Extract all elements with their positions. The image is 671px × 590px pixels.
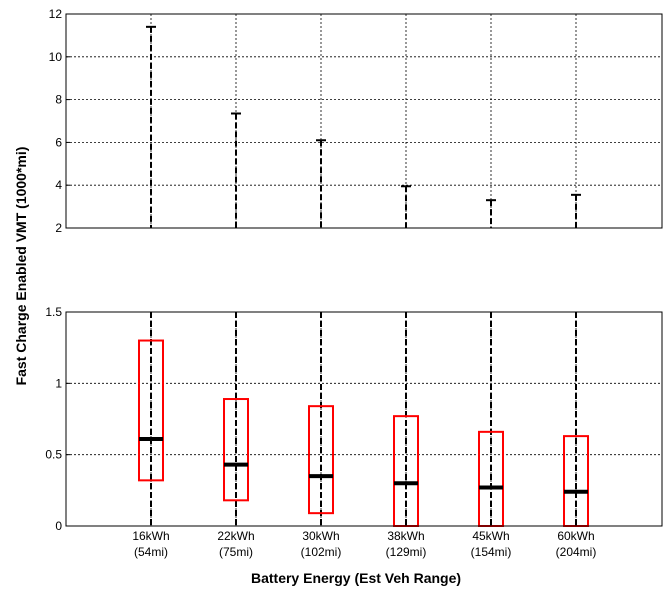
x-tick-label-range: (54mi) [134, 545, 168, 559]
lower-panel-boxes [138, 312, 589, 527]
x-tick-label-range: (102mi) [301, 545, 342, 559]
upper-panel-grid [66, 14, 662, 228]
x-tick-labels: 16kWh (54mi) 22kWh (75mi) 30kWh (102mi) 38kWh (… [132, 522, 596, 559]
lower-panel-frame [65, 311, 663, 527]
upper-y-ticks: 2 4 6 8 10 12 [49, 7, 70, 235]
x-tick-label-range: (75mi) [219, 545, 253, 559]
y-tick-label: 6 [55, 135, 62, 149]
x-tick-label-energy: 22kWh [217, 529, 254, 543]
y-tick-label: 1 [55, 376, 62, 390]
y-tick-label: 1.5 [45, 305, 62, 319]
y-axis-title: Fast Charge Enabled VMT (1000*mi) [13, 147, 29, 386]
lower-y-ticks: 0 0.5 1 1.5 [45, 305, 70, 533]
y-tick-label: 0.5 [45, 448, 62, 462]
x-tick-label-energy: 60kWh [557, 529, 594, 543]
x-tick-label-energy: 16kWh [132, 529, 169, 543]
lower-panel-grid [66, 312, 662, 526]
box [308, 405, 334, 515]
y-tick-label: 8 [55, 93, 62, 107]
x-tick-label-range: (204mi) [556, 545, 597, 559]
x-tick-label-energy: 30kWh [302, 529, 339, 543]
box [138, 339, 164, 482]
x-tick-label-energy: 38kWh [387, 529, 424, 543]
y-tick-label: 4 [55, 178, 62, 192]
x-axis-title: Battery Energy (Est Veh Range) [251, 570, 461, 586]
x-tick-label-range: (154mi) [471, 545, 512, 559]
x-tick-label-energy: 45kWh [472, 529, 509, 543]
y-tick-label: 0 [55, 519, 62, 533]
y-tick-label: 2 [55, 221, 62, 235]
upper-panel-frame [65, 13, 663, 229]
x-tick-label-range: (129mi) [386, 545, 427, 559]
y-tick-label: 12 [49, 7, 63, 21]
box [223, 398, 249, 502]
upper-panel-whiskers [146, 25, 581, 228]
y-tick-label: 10 [49, 50, 63, 64]
